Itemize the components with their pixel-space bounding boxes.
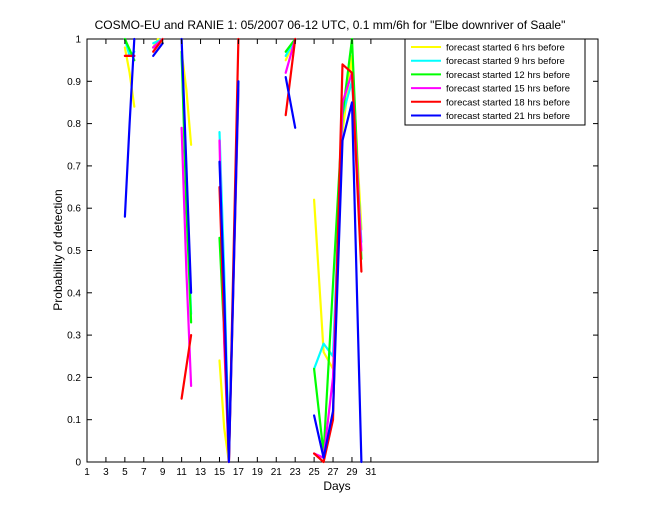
legend-item: forecast started 15 hrs before — [411, 84, 570, 95]
legend-label: forecast started 21 hrs before — [446, 111, 570, 122]
y-tick-label: 0.7 — [67, 161, 81, 172]
y-tick-label: 0.2 — [67, 373, 81, 384]
legend-label: forecast started 18 hrs before — [446, 97, 570, 108]
y-axis-label: Probability of detection — [51, 189, 65, 310]
x-axis-label: Days — [323, 479, 350, 493]
x-tick-label: 5 — [122, 467, 128, 478]
y-tick-label: 0.8 — [67, 119, 81, 130]
y-tick-label: 1 — [75, 35, 81, 46]
x-tick-label: 3 — [103, 467, 109, 478]
series-5-line-6 — [313, 63, 363, 464]
x-tick-label: 19 — [252, 467, 264, 478]
x-axis-ticks: 1 3 5 7 9 11 13 15 17 19 21 23 25 27 29 31 — [84, 39, 377, 478]
x-tick-label: 11 — [176, 467, 187, 478]
x-tick-label: 25 — [309, 467, 321, 478]
legend-item: forecast started 12 hrs before — [411, 70, 570, 81]
series-6-line-5 — [284, 75, 297, 129]
legend-box — [404, 38, 586, 126]
series-6-line-2 — [152, 42, 164, 58]
x-tick-label: 15 — [214, 467, 226, 478]
legend-item: forecast started 18 hrs before — [411, 97, 570, 108]
y-tick-label: 0.6 — [67, 204, 81, 215]
x-tick-label: 29 — [346, 467, 358, 478]
x-tick-label: 27 — [327, 467, 339, 478]
legend-item: forecast started 21 hrs before — [411, 111, 570, 122]
legend-item: forecast started 9 hrs before — [411, 56, 565, 67]
legend-label: forecast started 6 hrs before — [446, 43, 565, 54]
y-axis-ticks: 0 0.1 0.2 0.3 0.4 0.5 0.6 0.7 0.8 0.9 1 — [67, 35, 598, 469]
series-layer — [123, 37, 363, 464]
series-5-line-5 — [284, 37, 297, 117]
legend: forecast started 6 hrs before forecast st… — [404, 38, 586, 126]
series-6-line-1 — [123, 37, 136, 218]
legend-label: forecast started 9 hrs before — [446, 56, 565, 67]
y-tick-label: 0.3 — [67, 331, 81, 342]
y-tick-label: 0.4 — [67, 288, 81, 299]
y-tick-label: 0.9 — [67, 77, 81, 88]
x-tick-label: 17 — [233, 467, 245, 478]
y-tick-label: 0.5 — [67, 246, 81, 257]
series-6 — [123, 37, 363, 464]
x-tick-label: 1 — [84, 467, 90, 478]
x-tick-label: 31 — [365, 467, 377, 478]
x-tick-label: 23 — [290, 467, 302, 478]
series-5-line-2 — [152, 37, 164, 53]
legend-label: forecast started 12 hrs before — [446, 70, 570, 81]
series-6-line-4 — [218, 80, 240, 464]
x-tick-label: 13 — [195, 467, 207, 478]
x-tick-label: 7 — [141, 467, 147, 478]
x-tick-label: 9 — [160, 467, 166, 478]
series-6-line-3 — [180, 37, 193, 294]
legend-label: forecast started 15 hrs before — [446, 84, 570, 95]
series-5-line-3 — [180, 334, 193, 400]
y-tick-label: 0.1 — [67, 415, 81, 426]
series-6-line-6 — [313, 101, 363, 464]
legend-item: forecast started 6 hrs before — [411, 43, 565, 54]
x-tick-label: 21 — [271, 467, 283, 478]
series-3-line-6 — [313, 37, 363, 455]
y-tick-label: 0 — [75, 458, 81, 469]
chart-title: COSMO-EU and RANIE 1: 05/2007 06-12 UTC,… — [95, 18, 566, 32]
